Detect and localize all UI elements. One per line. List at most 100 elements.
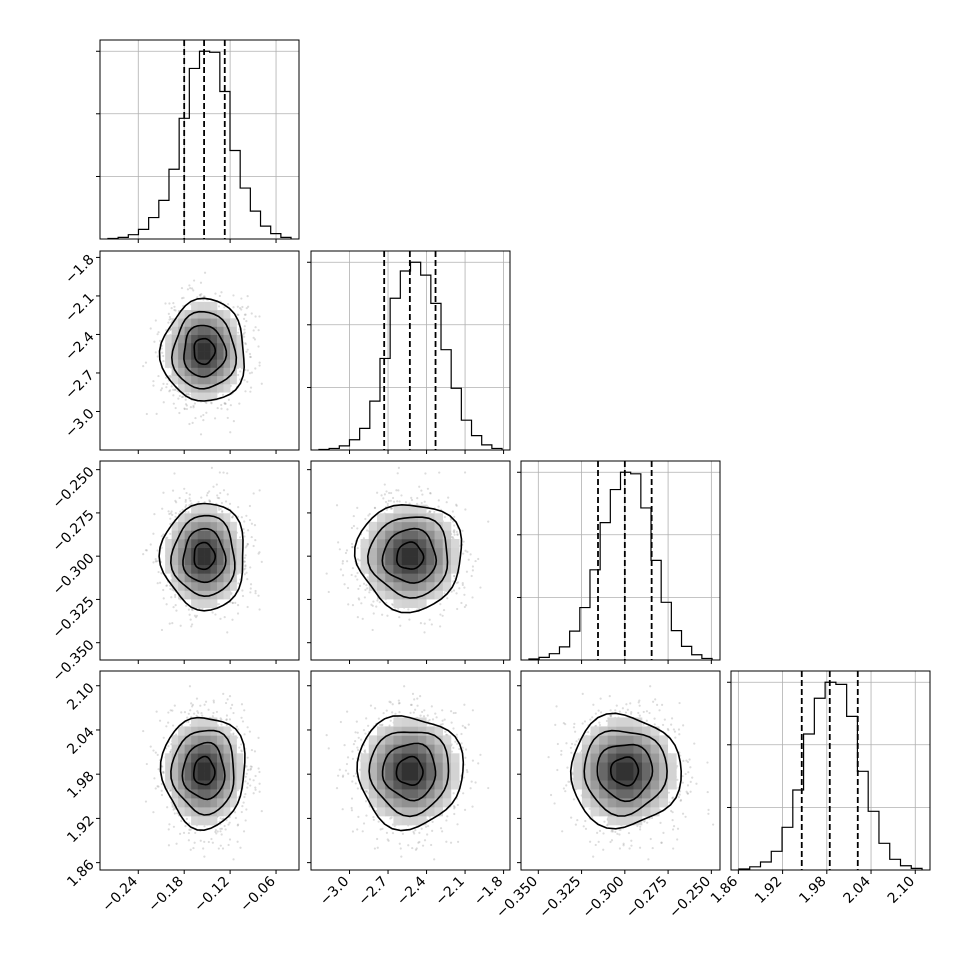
density-cell bbox=[223, 539, 231, 548]
scatter-point bbox=[471, 569, 474, 572]
density-cell bbox=[171, 326, 179, 336]
scatter-point bbox=[246, 348, 249, 351]
scatter-point bbox=[188, 422, 191, 426]
scatter-point bbox=[341, 574, 345, 577]
scatter-point bbox=[410, 496, 413, 499]
scatter-point bbox=[360, 602, 363, 605]
scatter-point bbox=[243, 328, 246, 331]
scatter-point bbox=[162, 354, 165, 358]
scatter-point bbox=[258, 361, 261, 364]
scatter-point bbox=[236, 331, 240, 334]
scatter-point bbox=[240, 308, 243, 311]
scatter-point bbox=[162, 491, 165, 494]
density-cell bbox=[191, 521, 198, 531]
scatter-point bbox=[439, 625, 442, 628]
scatter-point bbox=[223, 616, 226, 619]
scatter-point bbox=[443, 515, 446, 519]
scatter-point bbox=[199, 415, 203, 418]
scatter-point bbox=[226, 493, 229, 496]
density-cell bbox=[210, 318, 218, 327]
scatter-point bbox=[214, 292, 217, 295]
density-cell bbox=[401, 547, 411, 557]
scatter-point bbox=[249, 587, 252, 590]
scatter-point bbox=[158, 339, 162, 342]
scatter-point bbox=[455, 530, 459, 533]
scatter-point bbox=[205, 494, 209, 497]
density-cell bbox=[210, 375, 218, 385]
scatter-point bbox=[142, 729, 145, 733]
scatter-point bbox=[170, 307, 173, 310]
scatter-point bbox=[364, 588, 367, 591]
scatter-point bbox=[223, 402, 227, 405]
scatter-point bbox=[386, 502, 389, 505]
scatter-point bbox=[168, 622, 171, 625]
scatter-point bbox=[168, 390, 171, 393]
scatter-point bbox=[386, 614, 389, 617]
scatter-point bbox=[335, 504, 339, 507]
scatter-point bbox=[433, 510, 436, 514]
density-cell bbox=[184, 351, 192, 360]
scatter-point bbox=[250, 312, 253, 315]
scatter-point bbox=[365, 584, 368, 587]
density-cell bbox=[368, 556, 378, 566]
density-cell bbox=[197, 301, 205, 311]
scatter-point bbox=[463, 593, 466, 596]
scatter-point bbox=[197, 500, 200, 504]
density-cell bbox=[426, 556, 435, 566]
density-cell bbox=[360, 539, 370, 548]
density-cell bbox=[236, 351, 244, 360]
scatter-point bbox=[145, 549, 148, 552]
scatter-point bbox=[463, 471, 467, 474]
scatter-point bbox=[350, 573, 353, 577]
scatter-point bbox=[187, 511, 190, 514]
scatter-point bbox=[210, 466, 213, 469]
scatter-point bbox=[156, 333, 159, 336]
density-cell bbox=[197, 342, 205, 352]
scatter-point bbox=[237, 506, 240, 509]
density-cell bbox=[204, 351, 211, 360]
scatter-point bbox=[229, 404, 232, 407]
scatter-point bbox=[420, 489, 423, 492]
scatter-point bbox=[376, 491, 379, 494]
scatter-point bbox=[169, 532, 172, 535]
density-cell bbox=[191, 599, 198, 608]
scatter-point bbox=[189, 287, 192, 290]
scatter-point bbox=[232, 420, 235, 423]
scatter-point bbox=[244, 546, 247, 549]
scatter-point bbox=[354, 575, 357, 578]
scatter-point bbox=[244, 775, 247, 778]
scatter-point bbox=[193, 402, 197, 405]
density-cell bbox=[217, 384, 224, 393]
scatter-point bbox=[462, 540, 465, 543]
scatter-point bbox=[173, 704, 176, 707]
density-cell bbox=[204, 301, 211, 311]
scatter-point bbox=[347, 603, 350, 606]
scatter-point bbox=[439, 603, 442, 606]
scatter-point bbox=[258, 364, 261, 367]
density-cell bbox=[165, 342, 172, 352]
scatter-point bbox=[254, 592, 257, 595]
scatter-point bbox=[325, 572, 328, 575]
scatter-point bbox=[464, 549, 467, 552]
scatter-point bbox=[192, 406, 195, 409]
scatter-point bbox=[159, 389, 163, 392]
scatter-point bbox=[171, 622, 174, 625]
density-cell bbox=[217, 351, 224, 360]
scatter-point bbox=[217, 305, 221, 308]
scatter-point bbox=[337, 541, 340, 544]
scatter-point bbox=[456, 607, 459, 611]
scatter-point bbox=[234, 601, 237, 604]
scatter-point bbox=[460, 601, 463, 605]
scatter-point bbox=[429, 492, 432, 495]
y-tick-label: −3.0 bbox=[62, 406, 97, 441]
scatter-point bbox=[241, 594, 245, 598]
scatter-point bbox=[153, 777, 156, 780]
density-cell bbox=[191, 375, 198, 385]
scatter-point bbox=[366, 529, 369, 532]
density-cell bbox=[204, 581, 211, 591]
scatter-point bbox=[373, 506, 376, 509]
scatter-point bbox=[190, 502, 193, 505]
scatter-point bbox=[257, 594, 260, 597]
scatter-point bbox=[202, 413, 205, 417]
density-cell bbox=[171, 556, 179, 566]
